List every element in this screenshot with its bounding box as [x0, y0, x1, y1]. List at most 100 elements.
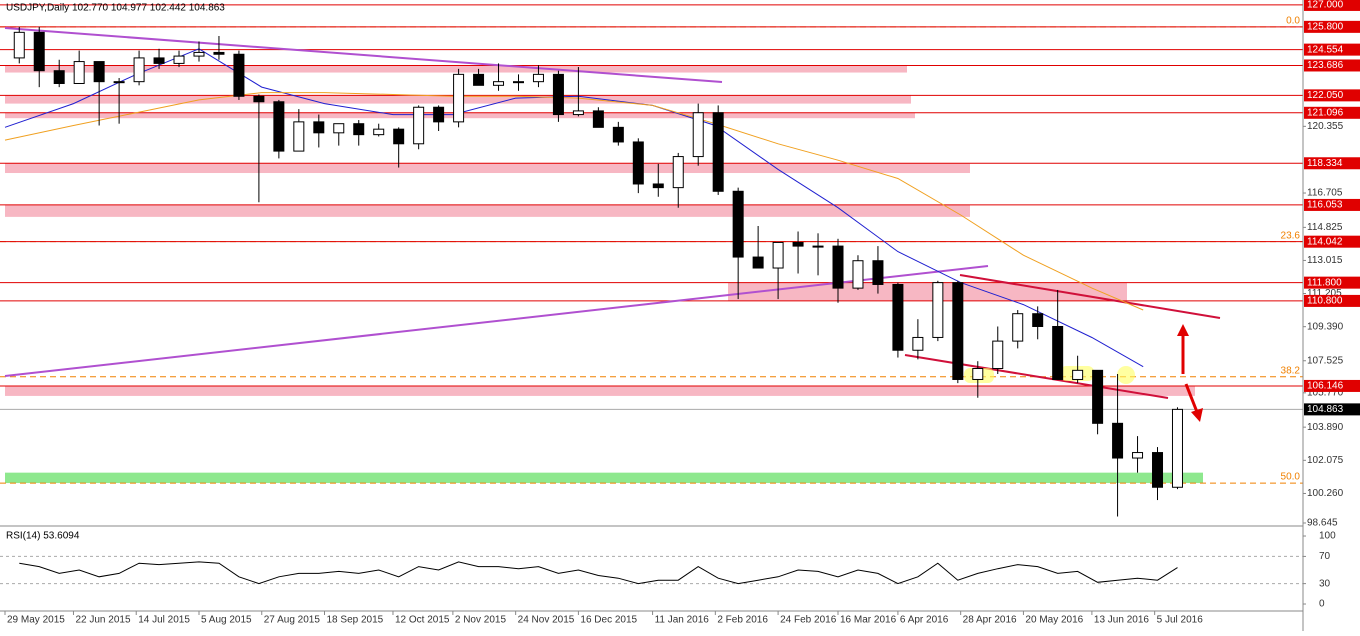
x-tick-label: 16 Mar 2016 — [840, 615, 897, 626]
fib-label: 50.0 — [1281, 472, 1301, 483]
rsi-line — [19, 561, 1178, 585]
x-tick-label: 29 May 2015 — [7, 615, 65, 626]
x-tick-label: 20 May 2016 — [1025, 615, 1083, 626]
candle-body — [1012, 313, 1024, 342]
candle-body — [932, 282, 944, 338]
level-label: 127.000 — [1307, 0, 1344, 11]
candle-body — [453, 73, 465, 123]
arrow-head — [1177, 324, 1189, 336]
zone — [5, 385, 1195, 396]
y-tick-label: 102.075 — [1307, 455, 1344, 466]
level-label: 123.686 — [1307, 60, 1344, 71]
y-tick-label: 120.355 — [1307, 121, 1344, 132]
level-tag — [1304, 294, 1360, 307]
candle-body — [373, 128, 385, 136]
candle-body — [333, 123, 345, 134]
y-tick-label: 114.825 — [1307, 222, 1343, 233]
x-tick-label: 16 Dec 2015 — [580, 615, 637, 626]
y-tick-label: 105.770 — [1307, 387, 1344, 398]
rsi-tick-label: 30 — [1319, 578, 1331, 589]
x-tick-label: 5 Jul 2016 — [1157, 615, 1204, 626]
level-label: 121.096 — [1307, 107, 1344, 118]
x-tick-label: 28 Apr 2016 — [963, 615, 1017, 626]
candle-body — [772, 241, 784, 269]
candle-body — [433, 106, 445, 123]
y-tick-label: 109.390 — [1307, 321, 1344, 332]
candle-body — [872, 260, 884, 285]
level-label: 124.554 — [1307, 44, 1344, 55]
candle-body — [493, 81, 505, 86]
x-tick-label: 24 Nov 2015 — [518, 615, 575, 626]
zone — [5, 204, 970, 217]
level-tag — [1304, 379, 1360, 392]
x-tick-label: 13 Jun 2016 — [1094, 615, 1149, 626]
chart-title: USDJPY,Daily 102.770 104.977 102.442 104… — [6, 3, 225, 14]
candle-body — [752, 256, 764, 269]
candle-body — [652, 183, 664, 189]
candle-body — [792, 241, 804, 247]
level-label: 110.800 — [1307, 296, 1343, 307]
level-tag — [1304, 43, 1360, 56]
candle-body — [273, 101, 285, 152]
y-tick-label: 116.705 — [1307, 188, 1343, 199]
y-tick-label: 113.015 — [1307, 255, 1343, 266]
candle-body — [53, 70, 65, 84]
candle-body — [93, 61, 105, 83]
fib-label: 23.6 — [1281, 230, 1301, 241]
candle-body — [73, 61, 85, 84]
y-tick-label: 107.525 — [1307, 355, 1344, 366]
level-label: 114.042 — [1307, 236, 1343, 247]
level-tag — [1304, 198, 1360, 211]
candle-body — [1171, 408, 1183, 488]
zone — [728, 282, 1127, 301]
candle-body — [293, 121, 305, 152]
candle-body — [592, 110, 604, 128]
level-tag — [1304, 0, 1360, 11]
x-tick-label: 24 Feb 2016 — [780, 615, 837, 626]
x-tick-label: 5 Aug 2015 — [201, 615, 252, 626]
level-tag — [1304, 59, 1360, 72]
candle-body — [912, 336, 924, 351]
candle-body — [313, 121, 325, 134]
trend-line — [904, 354, 1169, 399]
candle-body — [712, 112, 724, 192]
candle-body — [1072, 369, 1084, 380]
candle-body — [572, 110, 584, 116]
candle-body — [672, 156, 684, 189]
candle-body — [512, 81, 524, 84]
candle-body — [812, 245, 824, 248]
candle-body — [1092, 369, 1104, 424]
level-label: 106.146 — [1307, 381, 1344, 392]
candle-body — [732, 190, 744, 258]
trend-line — [4, 265, 989, 377]
level-label: 122.050 — [1307, 90, 1344, 101]
candle-body — [992, 340, 1004, 370]
candle-body — [193, 51, 205, 57]
candle-body — [133, 57, 145, 83]
candle-body — [552, 73, 564, 116]
level-tag — [1304, 235, 1360, 248]
rsi-tick-label: 70 — [1319, 551, 1331, 562]
trend-line — [4, 27, 723, 83]
candle-body — [393, 128, 405, 145]
x-tick-label: 14 Jul 2015 — [138, 615, 190, 626]
x-tick-label: 18 Sep 2015 — [327, 615, 384, 626]
level-tag — [1304, 157, 1360, 170]
zone — [5, 472, 1203, 484]
rsi-tick-label: 100 — [1319, 531, 1336, 542]
x-tick-label: 22 Jun 2015 — [75, 615, 130, 626]
arrow — [1184, 383, 1199, 413]
candle-body — [213, 51, 225, 55]
level-label: 116.053 — [1307, 200, 1343, 211]
candle-body — [952, 282, 964, 380]
candle-body — [1152, 452, 1164, 488]
y-tick-label: 111.205 — [1307, 288, 1342, 299]
y-tick-label: 98.645 — [1307, 518, 1338, 529]
trend-line — [959, 274, 1221, 319]
arrow-head — [1191, 408, 1203, 422]
candle-body — [1132, 452, 1144, 459]
candle-body — [972, 368, 984, 380]
candle-body — [153, 57, 165, 64]
